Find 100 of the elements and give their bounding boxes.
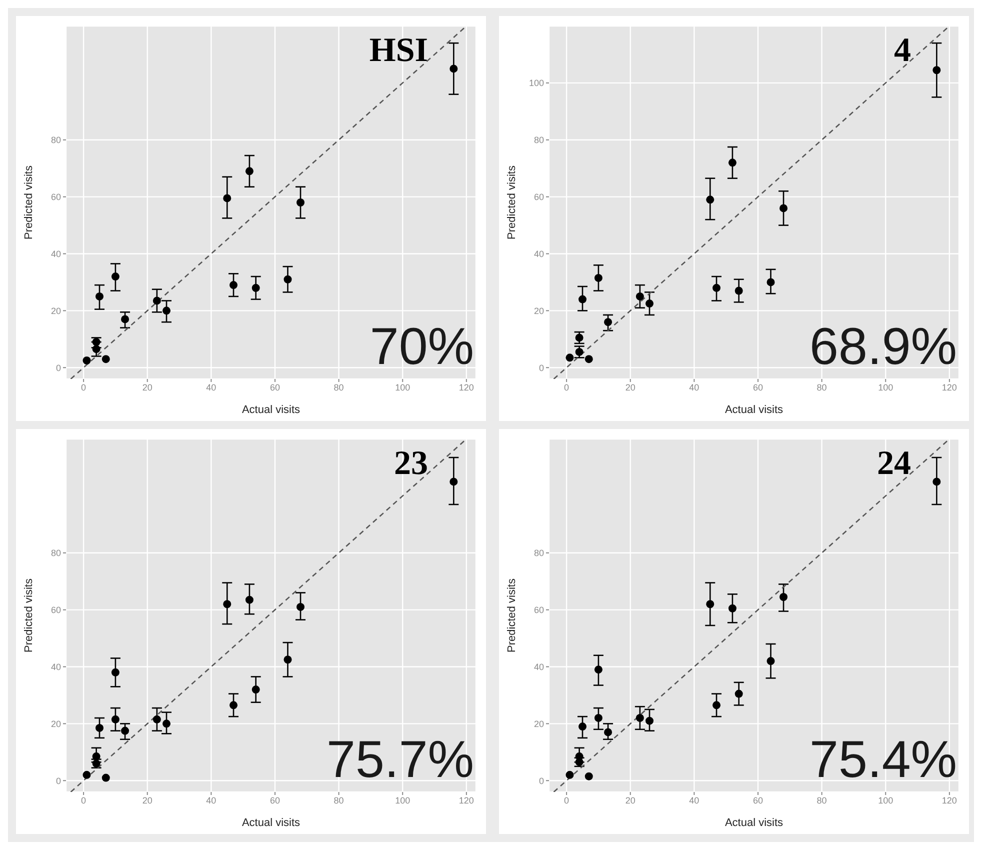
x-tick-label: 100	[878, 382, 894, 392]
point	[706, 600, 714, 608]
x-tick-label: 120	[458, 795, 474, 806]
annotation: 70%	[370, 318, 474, 376]
point	[252, 284, 260, 292]
y-axis-title: Predicted visits	[506, 165, 518, 240]
point	[932, 478, 941, 486]
point	[734, 690, 743, 698]
point	[102, 355, 110, 364]
x-tick-label: 80	[334, 795, 344, 806]
point	[766, 278, 775, 286]
y-tick-label: 20	[50, 718, 61, 729]
x-tick-label: 100	[395, 795, 410, 806]
point	[594, 666, 602, 674]
point	[450, 478, 458, 486]
x-tick-label: 20	[142, 795, 152, 806]
point	[82, 770, 91, 779]
point	[82, 356, 91, 364]
y-tick-label: 60	[50, 605, 61, 615]
x-tick-label: 40	[206, 382, 216, 392]
point	[223, 600, 232, 608]
point	[96, 724, 104, 732]
point	[92, 752, 100, 760]
point	[646, 300, 654, 308]
y-tick-label: 60	[534, 192, 544, 202]
y-axis-title: Predicted visits	[22, 165, 35, 240]
point	[734, 286, 743, 295]
point	[450, 64, 458, 73]
point	[578, 295, 586, 304]
y-tick-label: 80	[534, 135, 544, 146]
point	[636, 292, 644, 300]
x-tick-label: 80	[334, 382, 344, 392]
x-tick-label: 60	[270, 382, 280, 392]
point	[604, 728, 612, 736]
x-tick-label: 0	[564, 795, 570, 806]
point	[121, 726, 130, 735]
point	[780, 592, 788, 601]
point	[102, 774, 110, 782]
point	[728, 158, 736, 167]
y-axis-title: Predicted visits	[506, 578, 518, 652]
point	[162, 720, 171, 728]
point	[152, 296, 161, 305]
point	[578, 722, 586, 731]
x-tick-label: 120	[942, 382, 957, 392]
y-tick-label: 40	[50, 248, 61, 259]
point	[245, 596, 254, 604]
y-tick-label: 40	[50, 662, 61, 672]
x-tick-label: 80	[816, 795, 827, 806]
annotation: 24	[877, 445, 911, 482]
point	[712, 284, 721, 292]
point	[728, 604, 736, 612]
annotation: 75.4%	[810, 731, 957, 789]
point	[121, 315, 130, 324]
y-tick-label: 20	[534, 306, 544, 316]
x-tick-label: 120	[942, 795, 957, 806]
point	[594, 714, 602, 722]
point	[646, 716, 654, 725]
x-tick-label: 40	[689, 382, 700, 392]
point	[152, 715, 161, 724]
y-tick-label: 80	[534, 548, 544, 558]
point	[162, 306, 171, 315]
y-tick-label: 20	[50, 306, 61, 316]
point	[111, 272, 120, 281]
x-tick-label: 20	[625, 382, 636, 392]
point	[766, 657, 775, 666]
y-tick-label: 20	[534, 718, 544, 729]
annotation: 75.7%	[326, 731, 474, 789]
point	[296, 198, 305, 206]
x-tick-label: 0	[81, 382, 86, 392]
y-tick-label: 40	[534, 248, 544, 259]
y-tick-label: 0	[538, 362, 544, 373]
y-tick-label: 0	[56, 776, 61, 786]
point	[252, 686, 260, 694]
x-tick-label: 100	[878, 795, 894, 806]
x-tick-label: 60	[752, 795, 763, 806]
x-tick-label: 60	[752, 382, 763, 392]
point	[92, 338, 100, 346]
point	[111, 715, 120, 724]
point	[604, 318, 612, 326]
x-tick-label: 60	[270, 795, 280, 806]
point	[284, 275, 292, 284]
x-tick-label: 0	[564, 382, 570, 392]
point	[245, 167, 254, 176]
point	[96, 292, 104, 300]
x-axis-title: Actual visits	[242, 404, 301, 416]
y-tick-label: 80	[50, 548, 61, 558]
x-axis-title: Actual visits	[242, 817, 301, 829]
y-tick-label: 60	[534, 605, 544, 615]
x-axis-title: Actual visits	[724, 404, 784, 416]
x-tick-label: 120	[458, 382, 474, 392]
point	[584, 355, 593, 364]
x-tick-label: 20	[625, 795, 636, 806]
point	[111, 668, 120, 676]
y-tick-label: 0	[538, 776, 544, 786]
x-tick-label: 100	[395, 382, 410, 392]
point	[284, 656, 292, 664]
x-tick-label: 40	[206, 795, 216, 806]
point	[566, 770, 574, 779]
x-axis-title: Actual visits	[724, 817, 784, 829]
x-tick-label: 20	[142, 382, 152, 392]
